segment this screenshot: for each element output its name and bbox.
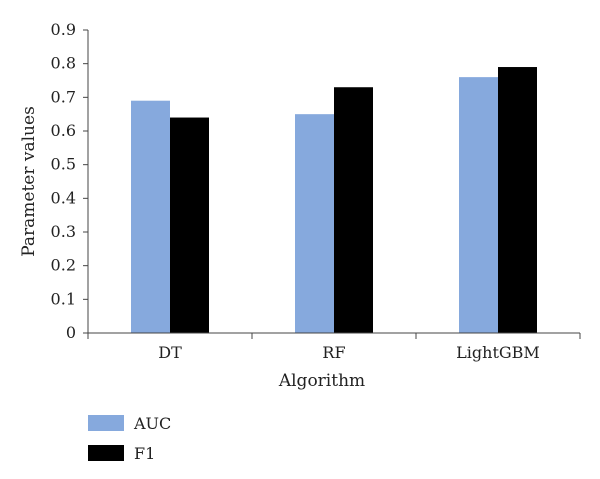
y-tick-label: 0.4 [51,188,76,207]
x-tick-label: LightGBM [456,343,540,362]
bar-auc-rf [295,114,334,334]
x-tick-label: DT [158,343,182,362]
bar-auc-dt [131,100,170,333]
y-tick-label: 0.7 [51,87,76,106]
x-tick-label: RF [322,343,345,362]
bar-f1-dt [170,117,209,334]
legend-swatch-f1 [88,445,124,461]
bar-f1-lightgbm [498,67,537,334]
y-tick-label: 0.8 [51,54,76,73]
bars [131,67,537,334]
bar-f1-rf [334,87,373,333]
x-axis-title: Algorithm [278,371,365,391]
x-axis-ticks: DT RF LightGBM [87,333,581,362]
y-tick-label: 0.5 [51,155,76,174]
bar-auc-lightgbm [459,77,498,333]
y-axis-title: Parameter values [19,106,39,257]
legend-label-auc: AUC [133,414,171,433]
y-tick-label: 0.1 [51,289,76,308]
y-tick-label: 0.9 [51,20,76,39]
y-tick-label: 0.2 [51,256,76,275]
legend-swatch-auc [88,415,124,431]
legend-label-f1: F1 [134,444,155,463]
legend: AUC F1 [88,414,171,463]
y-axis-ticks: 0 0.1 0.2 0.3 0.4 0.5 0.6 0.7 0.8 0.9 [51,20,88,342]
y-tick-label: 0.3 [51,222,76,241]
y-tick-label: 0.6 [51,121,76,140]
y-tick-label: 0 [66,323,76,342]
